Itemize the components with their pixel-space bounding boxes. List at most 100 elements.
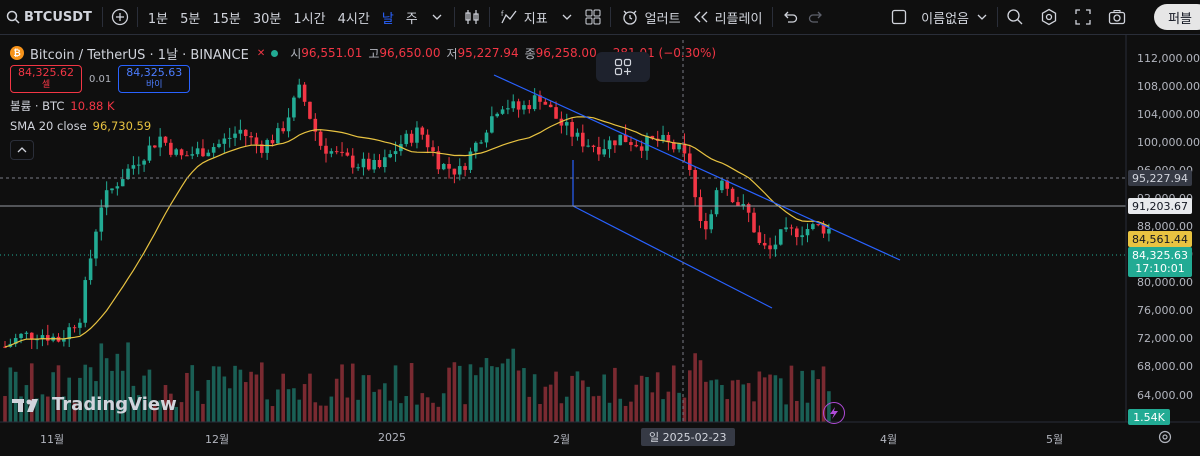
volume-bar xyxy=(8,367,13,422)
volume-bar xyxy=(431,402,435,422)
candle-body xyxy=(762,242,767,246)
price-tick-label: 112,000.00 xyxy=(1137,52,1200,65)
price-chart[interactable] xyxy=(0,34,1200,456)
volume-bar xyxy=(110,370,114,422)
candle-body xyxy=(725,180,730,189)
replay-label: 리플레이 xyxy=(714,11,763,27)
redo-button[interactable] xyxy=(803,4,829,30)
candle-body xyxy=(511,101,516,109)
candle-body xyxy=(302,84,307,102)
volume-bar xyxy=(554,371,558,422)
candle-body xyxy=(345,152,350,156)
legend-collapse-button[interactable] xyxy=(10,140,34,160)
interval-1m[interactable]: 1분 xyxy=(147,11,169,27)
candle-body xyxy=(104,190,109,208)
volume-bar xyxy=(334,378,339,422)
candle-body xyxy=(543,101,548,105)
settings-button[interactable] xyxy=(1036,4,1062,30)
interval-30m[interactable]: 30분 xyxy=(252,11,282,27)
candle-body xyxy=(671,142,676,150)
undo-icon xyxy=(784,11,798,23)
candle-body xyxy=(548,104,553,108)
lightning-icon xyxy=(830,407,838,419)
candle-body xyxy=(629,142,633,145)
candle-body xyxy=(367,158,371,170)
indicators-dropdown[interactable] xyxy=(554,4,580,30)
candle-body xyxy=(361,158,366,168)
interval-15m[interactable]: 15분 xyxy=(212,11,241,27)
volume-bar xyxy=(350,363,355,422)
volume-bar xyxy=(543,386,548,422)
gear-icon xyxy=(1041,8,1057,26)
volume-bar xyxy=(78,377,82,422)
volume-bar xyxy=(800,370,804,422)
chevron-down-icon xyxy=(977,14,987,20)
sma-indicator-row[interactable]: SMA 20 close 96,730.59 xyxy=(10,116,716,136)
candle-body xyxy=(265,140,269,153)
volume-bar xyxy=(682,397,687,422)
quick-search-button[interactable] xyxy=(1002,4,1028,30)
volume-bar xyxy=(409,363,414,422)
divider xyxy=(101,7,103,27)
volume-bar xyxy=(67,377,71,422)
axis-settings-button[interactable] xyxy=(1158,430,1172,447)
fullscreen-button[interactable] xyxy=(1070,4,1096,30)
symbol-search[interactable]: BTCUSDT xyxy=(0,4,98,30)
volume-bar xyxy=(677,392,681,422)
alert-label: 얼러트 xyxy=(644,11,681,27)
sell-button[interactable]: 84,325.62 셀 xyxy=(10,65,82,93)
templates-button[interactable] xyxy=(580,4,606,30)
undo-button[interactable] xyxy=(777,4,803,30)
volume-bar xyxy=(752,401,756,422)
top-toolbar: BTCUSDT 1분 5분 15분 30분 1시간 4시간 날 주 f 지표 얼… xyxy=(0,0,1200,35)
volume-bar xyxy=(318,405,323,422)
volume-bar xyxy=(56,365,61,422)
candle-body xyxy=(591,145,596,147)
interval-1h[interactable]: 1시간 xyxy=(293,11,326,27)
volume-bar xyxy=(821,366,826,422)
share-button[interactable]: 퍼블 xyxy=(1154,4,1200,30)
interval-4h[interactable]: 4시간 xyxy=(337,11,370,27)
buy-button[interactable]: 84,325.63 바이 xyxy=(118,65,191,93)
trade-buttons-row: 84,325.62 셀 0.01 84,325.63 바이 xyxy=(10,62,716,96)
volume-bar xyxy=(720,385,724,422)
volume-bar xyxy=(88,367,93,422)
candle-body xyxy=(329,151,334,154)
alert-button[interactable]: 얼러트 xyxy=(615,4,687,30)
volume-bar xyxy=(153,406,157,422)
volume-indicator-value: 10.88 K xyxy=(70,99,115,113)
close-x-icon[interactable]: ✕ xyxy=(256,47,266,59)
volume-bar xyxy=(254,374,259,422)
volume-bar xyxy=(570,375,574,422)
candle-body xyxy=(94,231,98,259)
volume-bar xyxy=(655,372,660,422)
candle-body xyxy=(538,95,542,102)
compare-add-button[interactable] xyxy=(107,4,133,30)
interval-day[interactable]: 날 xyxy=(381,11,394,27)
layout-menu[interactable]: 이름없음 xyxy=(885,4,993,30)
volume-indicator-row[interactable]: 볼륨 · BTC 10.88 K xyxy=(10,96,716,116)
volume-bar xyxy=(623,405,628,422)
candle-body xyxy=(19,333,23,339)
lightning-button[interactable] xyxy=(823,402,845,424)
candle-body xyxy=(795,228,799,238)
interval-week[interactable]: 주 xyxy=(405,11,418,27)
interval-5m[interactable]: 5분 xyxy=(180,11,201,27)
volume-bar xyxy=(816,379,820,422)
candle-body xyxy=(447,164,451,169)
volume-bar xyxy=(276,389,280,422)
chart-type-button[interactable] xyxy=(459,4,485,30)
price-tick-label: 80,000.00 xyxy=(1137,276,1193,289)
volume-bar xyxy=(399,403,403,422)
interval-dropdown[interactable] xyxy=(424,4,450,30)
volume-bar xyxy=(602,374,606,422)
object-tree-button[interactable] xyxy=(596,52,650,82)
candle-body xyxy=(463,166,467,170)
snapshot-button[interactable] xyxy=(1104,4,1130,30)
indicators-button[interactable]: f 지표 xyxy=(494,4,554,30)
volume-bar xyxy=(805,402,810,422)
volume-bar xyxy=(131,385,136,422)
volume-bar xyxy=(361,375,366,422)
volume-bar xyxy=(762,377,767,422)
replay-button[interactable]: 리플레이 xyxy=(687,4,769,30)
